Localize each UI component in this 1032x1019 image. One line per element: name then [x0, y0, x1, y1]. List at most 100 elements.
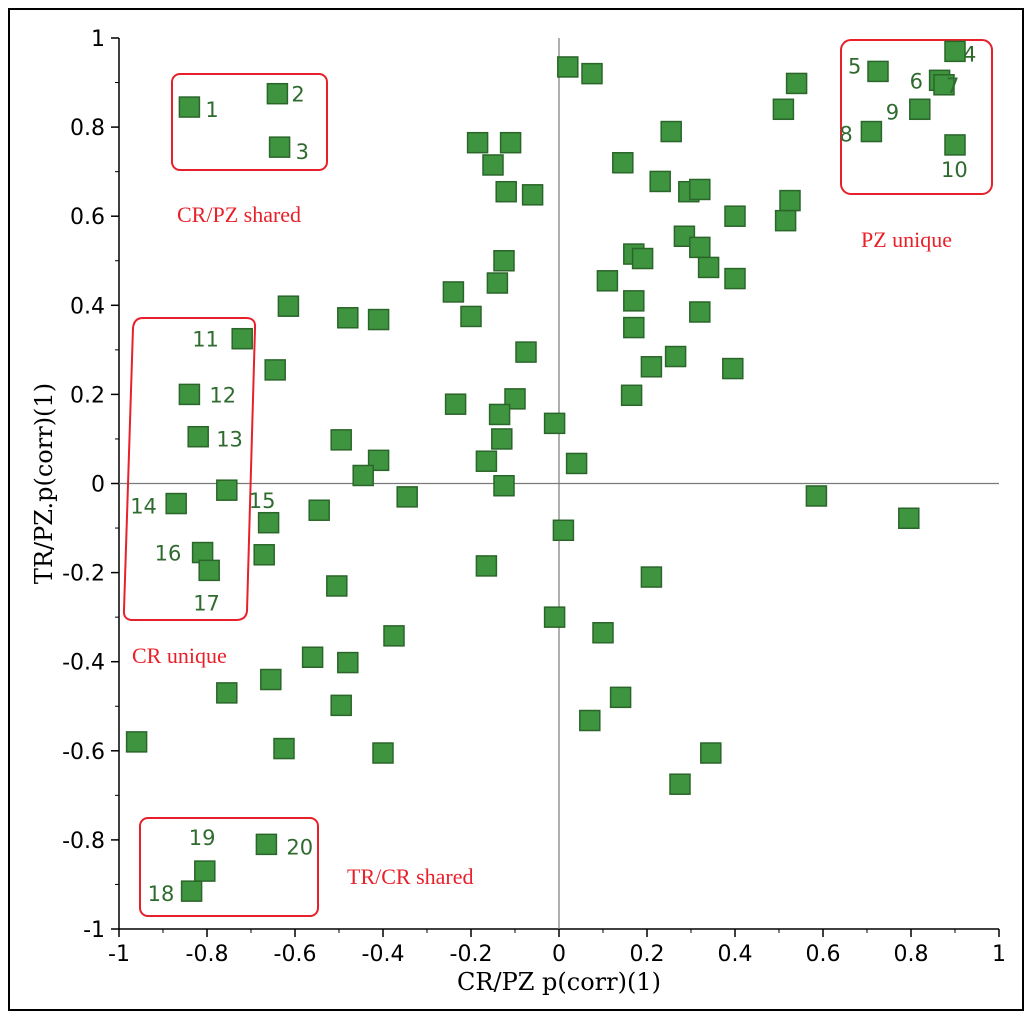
scatter-point	[620, 384, 643, 407]
y-axis-ticks: -1 -0.8 -0.6 -0.4 -0.2 0 0.2 0.4 0.6 0.8 1	[62, 27, 119, 943]
scatter-point-labeled-5	[867, 60, 889, 83]
point-label-13: 13	[216, 428, 243, 452]
x-tick-label: 0.6	[806, 942, 841, 967]
scatter-point-labeled-15	[216, 479, 238, 501]
scatter-point	[273, 737, 295, 760]
scatter-point	[700, 742, 722, 764]
scatter-point	[495, 180, 517, 203]
scatter-point	[460, 305, 482, 328]
scatter-point	[689, 178, 711, 201]
scatter-point	[330, 429, 352, 451]
scatter-point	[724, 267, 746, 290]
scatter-point-labeled-12	[178, 383, 201, 406]
x-tick-label: 0.8	[894, 942, 929, 967]
scatter-point	[257, 511, 280, 534]
scatter-point	[301, 646, 324, 668]
y-tick-label: 0.6	[70, 205, 105, 230]
reference-lines	[119, 38, 999, 929]
scatter-point-labeled-3	[268, 136, 291, 158]
scatter-point	[442, 281, 465, 303]
scatter-point	[631, 247, 654, 270]
scatter-point-labeled-14	[165, 492, 187, 515]
x-axis-ticks: -1 -0.8 -0.6 -0.4 -0.2 0 0.2 0.4 0.6 0.8 1	[108, 929, 1006, 967]
x-tick-label: -0.6	[274, 942, 317, 967]
scatter-point	[623, 290, 645, 312]
scatter-point	[722, 357, 744, 380]
scatter-point	[253, 544, 275, 566]
scatter-point	[612, 151, 634, 174]
y-tick-label: -0.2	[62, 562, 105, 587]
x-tick-label: -1	[108, 942, 130, 967]
point-label-8: 8	[839, 123, 852, 147]
scatter-point-labeled-4	[944, 40, 966, 63]
scatter-point	[772, 98, 795, 121]
point-label-5: 5	[848, 54, 861, 78]
scatter-point	[557, 56, 579, 78]
scatter-point	[277, 295, 300, 317]
scatter-point	[264, 359, 286, 381]
point-label-9: 9	[886, 100, 899, 124]
scatter-point-labeled-16	[191, 541, 214, 564]
scatter-point	[660, 120, 682, 143]
x-tick-label: 0.4	[718, 942, 753, 967]
scatter-point	[649, 170, 671, 193]
scatter-point	[774, 209, 797, 232]
scatter-point	[396, 486, 418, 508]
scatter-point	[444, 393, 467, 415]
point-label-20: 20	[286, 835, 313, 859]
region-label-2: CR unique	[132, 643, 227, 668]
scatter-point	[330, 694, 352, 717]
point-label-17: 17	[193, 591, 220, 615]
y-axis-title: TR/PZ.p(corr)(1)	[30, 383, 58, 584]
y-tick-label: 0.4	[70, 294, 105, 319]
scatter-point	[543, 606, 566, 628]
scatter-point-labeled-7	[933, 74, 955, 96]
cr-pz-shared-box	[171, 73, 328, 171]
scatter-point-labeled-13	[187, 425, 209, 448]
scatter-point	[689, 301, 711, 323]
scatter-point	[372, 742, 394, 764]
region-label-1: PZ unique	[861, 227, 952, 252]
point-label-19: 19	[189, 826, 216, 850]
scatter-point	[898, 507, 920, 529]
cr-unique-box	[122, 317, 257, 621]
y-tick-label: -0.8	[62, 829, 105, 854]
scatter-point-labeled-11	[231, 327, 253, 350]
scatter-point-labeled-10	[944, 134, 966, 156]
pz-unique-box	[840, 39, 993, 195]
scatter-point	[352, 464, 374, 487]
data-points	[125, 40, 966, 902]
point-label-16: 16	[155, 542, 182, 566]
point-label-1: 1	[205, 98, 218, 122]
scatter-point	[493, 474, 515, 497]
scatter-point	[486, 272, 509, 294]
scatter-point	[552, 519, 575, 542]
scatter-point	[640, 356, 663, 378]
scatter-point	[724, 205, 746, 227]
scatter-point	[592, 621, 614, 644]
scatter-point	[337, 307, 359, 329]
scatter-point	[623, 316, 645, 339]
scatter-point	[499, 131, 522, 154]
scatter-point-labeled-20	[255, 833, 278, 856]
region-label-3: TR/CR shared	[347, 864, 474, 889]
point-label-10: 10	[941, 158, 968, 182]
scatter-point	[337, 651, 359, 674]
scatter-point	[125, 731, 148, 753]
point-label-2: 2	[291, 83, 304, 107]
scatter-point-labeled-17	[198, 559, 220, 582]
scatter-point	[697, 256, 720, 279]
y-tick-label: 0	[91, 473, 105, 498]
scatter-point	[475, 450, 498, 472]
scatter-point	[326, 575, 348, 597]
y-tick-label: 0.2	[70, 383, 105, 408]
point-label-14: 14	[130, 495, 157, 519]
point-label-18: 18	[148, 882, 175, 906]
point-label-7: 7	[946, 74, 959, 98]
y-tick-label: -1	[83, 918, 105, 943]
scatter-point	[475, 555, 498, 577]
scatter-point	[216, 682, 238, 704]
